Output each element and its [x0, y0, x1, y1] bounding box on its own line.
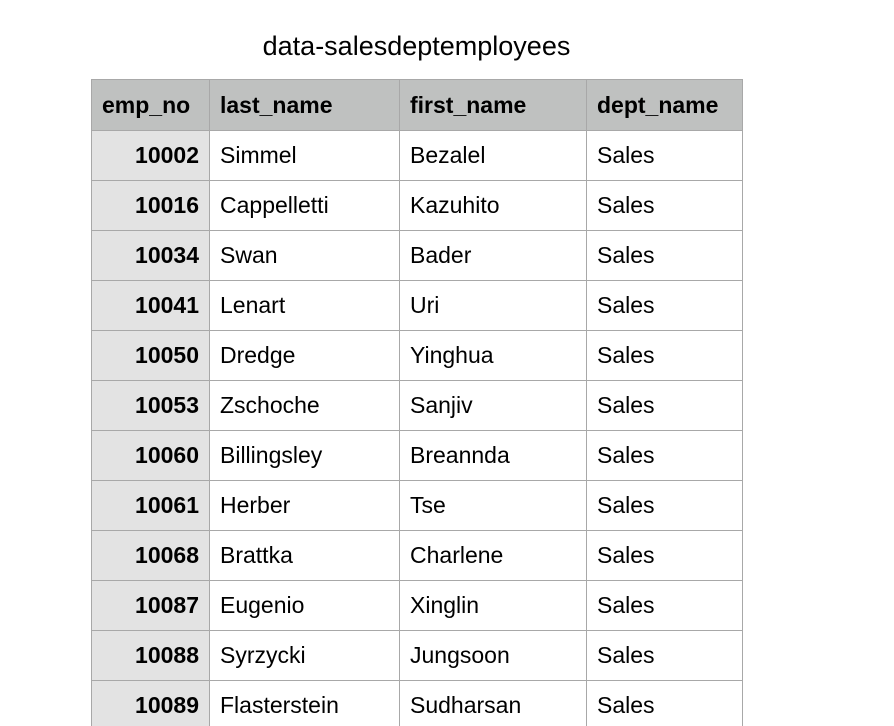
cell-last-name[interactable]: Cappelletti	[209, 180, 400, 231]
cell-dept-name[interactable]: Sales	[586, 680, 743, 726]
cell-emp-no[interactable]: 10053	[91, 380, 210, 431]
cell-first-name[interactable]: Bezalel	[399, 130, 587, 181]
table-row: 10041 Lenart Uri Sales	[91, 280, 743, 331]
cell-dept-name[interactable]: Sales	[586, 530, 743, 581]
column-header-last-name[interactable]: last_name	[209, 79, 400, 131]
table-row: 10089 Flasterstein Sudharsan Sales	[91, 680, 743, 726]
cell-dept-name[interactable]: Sales	[586, 380, 743, 431]
employee-table: emp_no last_name first_name dept_name 10…	[91, 79, 743, 726]
table-row: 10068 Brattka Charlene Sales	[91, 530, 743, 581]
cell-first-name[interactable]: Xinglin	[399, 580, 587, 631]
cell-last-name[interactable]: Eugenio	[209, 580, 400, 631]
cell-emp-no[interactable]: 10041	[91, 280, 210, 331]
cell-dept-name[interactable]: Sales	[586, 580, 743, 631]
cell-emp-no[interactable]: 10050	[91, 330, 210, 381]
cell-emp-no[interactable]: 10034	[91, 230, 210, 281]
cell-last-name[interactable]: Billingsley	[209, 430, 400, 481]
cell-first-name[interactable]: Jungsoon	[399, 630, 587, 681]
cell-last-name[interactable]: Simmel	[209, 130, 400, 181]
column-header-emp-no[interactable]: emp_no	[91, 79, 210, 131]
table-row: 10002 Simmel Bezalel Sales	[91, 130, 743, 181]
cell-first-name[interactable]: Sanjiv	[399, 380, 587, 431]
cell-first-name[interactable]: Breannda	[399, 430, 587, 481]
table-row: 10016 Cappelletti Kazuhito Sales	[91, 180, 743, 231]
table-row: 10060 Billingsley Breannda Sales	[91, 430, 743, 481]
cell-last-name[interactable]: Dredge	[209, 330, 400, 381]
sheet-title: data-salesdeptemployees	[262, 31, 571, 61]
cell-dept-name[interactable]: Sales	[586, 480, 743, 531]
cell-dept-name[interactable]: Sales	[586, 130, 743, 181]
cell-dept-name[interactable]: Sales	[586, 180, 743, 231]
table-row: 10088 Syrzycki Jungsoon Sales	[91, 630, 743, 681]
cell-dept-name[interactable]: Sales	[586, 280, 743, 331]
cell-first-name[interactable]: Yinghua	[399, 330, 587, 381]
cell-last-name[interactable]: Zschoche	[209, 380, 400, 431]
cell-emp-no[interactable]: 10002	[91, 130, 210, 181]
cell-emp-no[interactable]: 10060	[91, 430, 210, 481]
cell-first-name[interactable]: Charlene	[399, 530, 587, 581]
cell-emp-no[interactable]: 10016	[91, 180, 210, 231]
cell-last-name[interactable]: Herber	[209, 480, 400, 531]
cell-first-name[interactable]: Kazuhito	[399, 180, 587, 231]
cell-dept-name[interactable]: Sales	[586, 230, 743, 281]
cell-emp-no[interactable]: 10087	[91, 580, 210, 631]
cell-last-name[interactable]: Flasterstein	[209, 680, 400, 726]
cell-first-name[interactable]: Tse	[399, 480, 587, 531]
cell-emp-no[interactable]: 10068	[91, 530, 210, 581]
table-row: 10061 Herber Tse Sales	[91, 480, 743, 531]
header-row: emp_no last_name first_name dept_name	[91, 79, 743, 131]
cell-emp-no[interactable]: 10061	[91, 480, 210, 531]
cell-last-name[interactable]: Lenart	[209, 280, 400, 331]
cell-last-name[interactable]: Brattka	[209, 530, 400, 581]
cell-dept-name[interactable]: Sales	[586, 430, 743, 481]
table-row: 10053 Zschoche Sanjiv Sales	[91, 380, 743, 431]
cell-emp-no[interactable]: 10089	[91, 680, 210, 726]
cell-dept-name[interactable]: Sales	[586, 330, 743, 381]
cell-first-name[interactable]: Uri	[399, 280, 587, 331]
cell-first-name[interactable]: Sudharsan	[399, 680, 587, 726]
column-header-first-name[interactable]: first_name	[399, 79, 587, 131]
cell-first-name[interactable]: Bader	[399, 230, 587, 281]
cell-last-name[interactable]: Swan	[209, 230, 400, 281]
table-row: 10050 Dredge Yinghua Sales	[91, 330, 743, 381]
column-header-dept-name[interactable]: dept_name	[586, 79, 743, 131]
cell-last-name[interactable]: Syrzycki	[209, 630, 400, 681]
table-row: 10087 Eugenio Xinglin Sales	[91, 580, 743, 631]
cell-dept-name[interactable]: Sales	[586, 630, 743, 681]
cell-emp-no[interactable]: 10088	[91, 630, 210, 681]
table-row: 10034 Swan Bader Sales	[91, 230, 743, 281]
